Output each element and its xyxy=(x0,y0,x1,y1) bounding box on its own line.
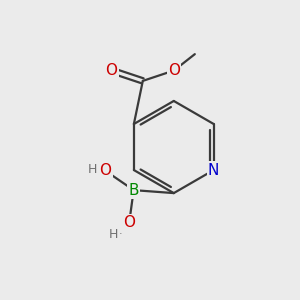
Text: O: O xyxy=(168,63,180,78)
Text: H: H xyxy=(109,228,119,241)
Text: B: B xyxy=(128,183,139,198)
Text: H: H xyxy=(88,163,98,176)
Text: O: O xyxy=(99,163,111,178)
Text: O: O xyxy=(106,63,118,78)
Text: ·: · xyxy=(118,229,122,239)
Text: O: O xyxy=(123,215,135,230)
Text: N: N xyxy=(208,163,219,178)
